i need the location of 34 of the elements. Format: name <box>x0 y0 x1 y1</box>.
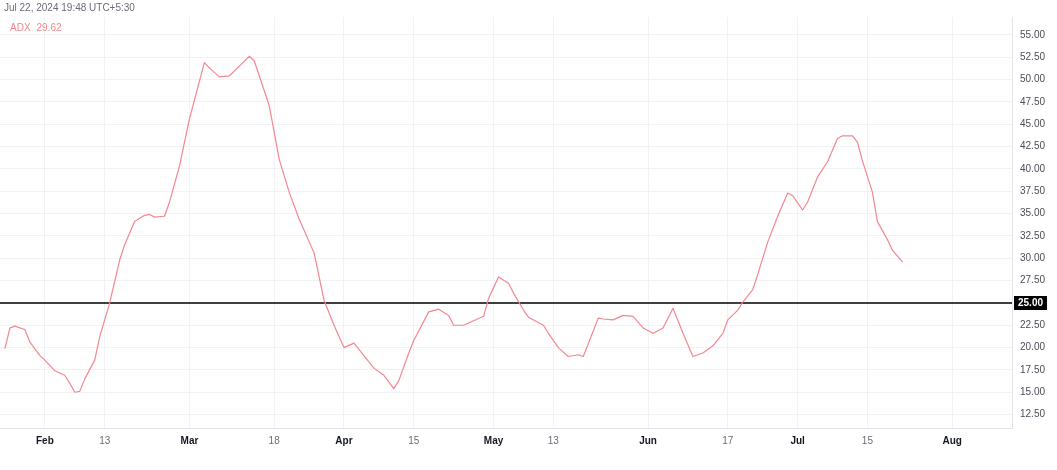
y-tick-label: 47.50 <box>1020 95 1046 107</box>
y-tick-label: 37.50 <box>1020 184 1046 196</box>
y-tick-label: 22.50 <box>1020 319 1046 330</box>
x-tick-label: 15 <box>408 434 420 446</box>
x-tick-label: 17 <box>722 434 734 446</box>
x-tick-label: Apr <box>335 434 353 446</box>
text: ADX <box>10 21 31 33</box>
y-tick-label: 30.00 <box>1020 251 1046 263</box>
x-tick-label: 13 <box>99 434 111 446</box>
y-tick-label: 12.50 <box>1020 408 1046 420</box>
x-tick-label: 13 <box>547 434 560 446</box>
x-tick-label: 18 <box>268 434 281 446</box>
text: Jul 22, 2024 19:48 UTC+5:30 <box>4 1 136 13</box>
x-tick-label: Feb <box>35 434 54 446</box>
x-tick-label: May <box>483 434 504 446</box>
y-tick-label: 17.50 <box>1020 363 1046 375</box>
x-tick-label: Jul <box>790 434 806 446</box>
y-tick-label: 55.00 <box>1020 28 1046 40</box>
y-tick-label: 45.00 <box>1020 117 1046 129</box>
x-tick-label: Aug <box>942 434 962 446</box>
y-tick-label: 50.00 <box>1020 73 1046 85</box>
x-tick-label: 15 <box>861 434 874 446</box>
y-tick-label: 20.00 <box>1020 341 1046 353</box>
y-tick-label: 35.00 <box>1020 207 1046 219</box>
y-tick-label: 32.50 <box>1020 229 1046 241</box>
y-tick-label: 40.00 <box>1020 162 1046 174</box>
y-tick-label: 52.50 <box>1020 50 1046 62</box>
y-tick-label: 42.50 <box>1020 140 1046 152</box>
annotation: 29.62 <box>36 21 63 33</box>
x-tick-label: Jun <box>639 434 657 446</box>
x-tick-label: Mar <box>180 434 199 446</box>
ref-line-label: 25.00 <box>1018 297 1044 309</box>
y-tick-label: 27.50 <box>1020 274 1046 286</box>
y-tick-label: 15.00 <box>1020 386 1046 398</box>
